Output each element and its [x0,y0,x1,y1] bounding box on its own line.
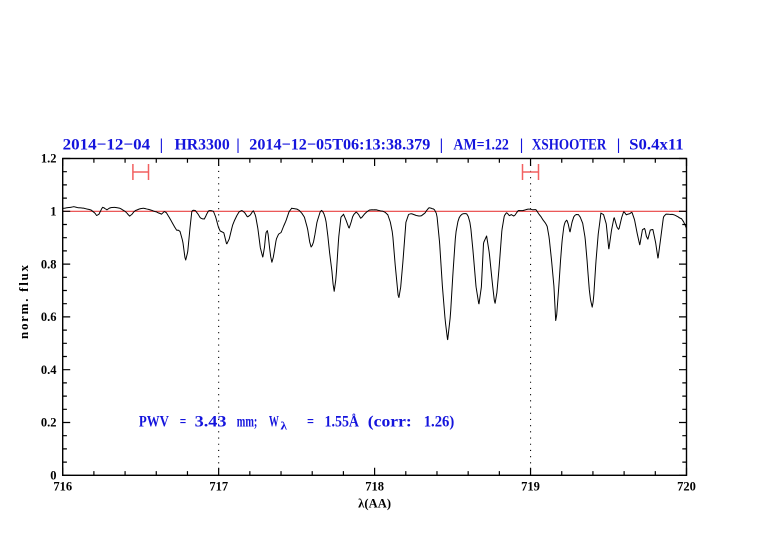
svg-text:717: 717 [209,480,228,494]
svg-text:λ(AA): λ(AA) [358,497,391,511]
svg-text:716: 716 [53,480,72,494]
svg-text:1: 1 [50,205,56,219]
svg-text:0.8: 0.8 [41,257,57,271]
svg-text:norm. flux: norm. flux [16,265,31,340]
svg-text:0.4: 0.4 [41,363,57,377]
svg-text:718: 718 [365,480,384,494]
svg-text:720: 720 [677,480,696,494]
svg-text:1.2: 1.2 [41,152,57,166]
svg-text:2014−12−04|HR3300|2014−12−05T0: 2014−12−04 | HR3300 | 2014−12−05T06:13:38.37… [63,137,684,154]
svg-text:0.6: 0.6 [41,310,57,324]
svg-text:719: 719 [521,480,540,494]
svg-text:0: 0 [50,469,56,483]
svg-text:0.2: 0.2 [41,416,57,430]
